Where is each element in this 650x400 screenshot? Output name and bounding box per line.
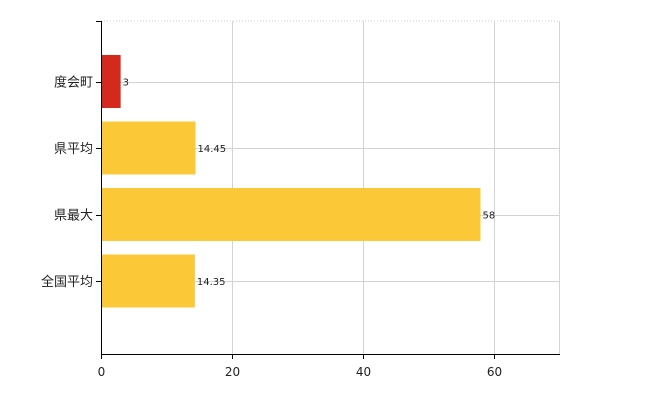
x-tick-label: 20 <box>225 365 240 379</box>
category-label: 全国平均 <box>41 274 93 290</box>
x-tick-label: 40 <box>356 365 371 379</box>
bar <box>102 254 195 308</box>
data-label: 58 <box>482 211 495 222</box>
bar <box>102 121 196 175</box>
bars <box>102 55 481 308</box>
axes <box>96 21 560 359</box>
bar <box>102 55 121 108</box>
data-label: 14.35 <box>197 277 226 288</box>
x-tick-label: 60 <box>487 365 502 379</box>
category-label: 県平均 <box>54 142 93 157</box>
grid-lines <box>101 20 560 354</box>
category-label: 度会町 <box>54 75 93 91</box>
category-label: 県最大 <box>54 209 93 224</box>
x-tick-label: 0 <box>98 365 106 379</box>
bar <box>102 188 481 241</box>
data-label: 14.45 <box>198 144 227 155</box>
data-label: 3 <box>123 78 129 89</box>
